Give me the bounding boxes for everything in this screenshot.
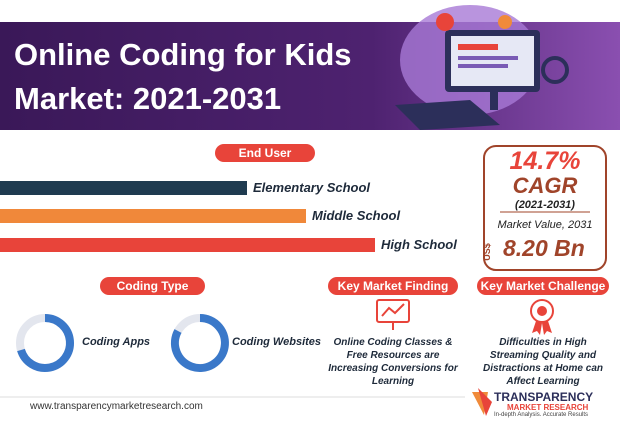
- finding-text: Online Coding Classes & Free Resources a…: [328, 337, 458, 387]
- section-pill: Key Market Finding: [328, 277, 458, 295]
- bar-label: High School: [381, 237, 457, 252]
- cagr-label: CAGR: [512, 173, 578, 198]
- illustration: [395, 5, 569, 130]
- coding-type-item: Coding Apps: [82, 336, 151, 348]
- title: Online Coding for Kids Market: 2021-2031: [14, 33, 352, 121]
- bar-label: Middle School: [312, 208, 401, 223]
- currency: US$: [481, 243, 492, 261]
- section-pill: Coding Type: [100, 277, 205, 295]
- tagline: In-depth Analysis. Accurate Results: [494, 412, 589, 418]
- title-line: Market: 2021-2031: [14, 81, 282, 116]
- footer-url: www.transparencymarketresearch.com: [30, 401, 203, 412]
- donut-websites-arc: [170, 314, 229, 372]
- section-pill: End User: [215, 144, 315, 162]
- bar-label: Elementary School: [253, 180, 371, 195]
- challenge-text: Difficulties in High Streaming Quality a…: [482, 337, 604, 387]
- market-value-label: Market Value, 2031: [497, 219, 593, 231]
- bar-elementary: [0, 181, 247, 195]
- logo-mark: [472, 388, 492, 416]
- section-pill: Key Market Challenge: [477, 277, 609, 295]
- market-value: 8.20 Bn: [503, 235, 585, 261]
- cagr-period: (2021-2031): [515, 199, 575, 211]
- bar-high: [0, 238, 375, 252]
- finding-icon: [376, 299, 410, 330]
- cagr-box: [483, 145, 607, 271]
- bar-middle: [0, 209, 306, 223]
- title-line: Online Coding for Kids: [14, 37, 352, 72]
- cagr: 14.7% CAGR (2021-2031): [484, 148, 606, 212]
- brand: TRANSPARENCY: [494, 390, 594, 404]
- donut-apps-arc: [17, 314, 74, 372]
- brand-sub: MARKET RESEARCH: [507, 403, 589, 412]
- challenge-icon: [530, 299, 554, 335]
- coding-type-item: Coding Websites: [232, 336, 322, 348]
- cagr-value: 14.7%: [509, 147, 581, 175]
